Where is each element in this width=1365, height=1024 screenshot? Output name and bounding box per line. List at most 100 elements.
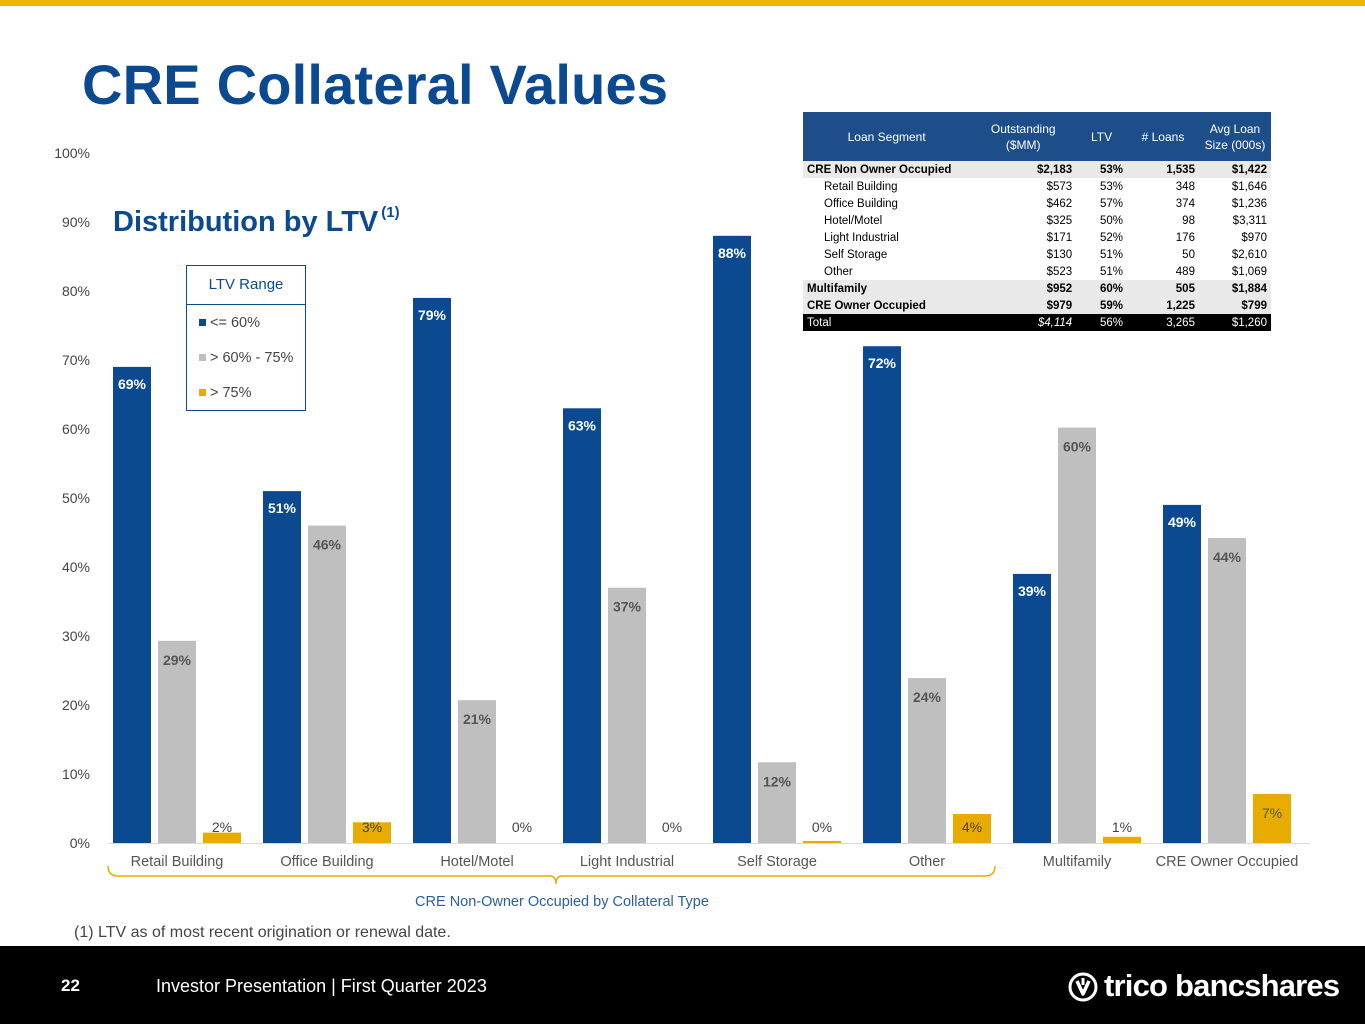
x-tick-label: Multifamily (1043, 854, 1112, 870)
table-cell: $1,884 (1198, 280, 1271, 297)
table-cell: 57% (1099, 197, 1123, 210)
data-label: 69% (118, 376, 147, 392)
data-label: 72% (868, 355, 897, 371)
footnote: (1) LTV as of most recent origination or… (74, 924, 451, 941)
y-tick-label: 80% (62, 283, 90, 299)
footer-bar (0, 946, 1365, 1024)
data-label: 3% (362, 819, 382, 835)
loan-segment-table: Loan Segment Outstanding ($MM) LTV # Loa… (803, 112, 1271, 331)
top-accent-bar (0, 0, 1365, 6)
x-tick-label: CRE Owner Occupied (1156, 854, 1299, 870)
chart-legend: LTV Range <= 60% > 60% - 75% > 75% (186, 265, 306, 411)
bar-60-75 (908, 678, 946, 843)
table-cell: 51% (1099, 265, 1123, 278)
legend-swatch-gold (199, 389, 206, 396)
table-cell: $462 (1046, 197, 1073, 210)
table-header-row: Loan Segment Outstanding ($MM) LTV # Loa… (803, 112, 1271, 161)
table-cell: 489 (1175, 265, 1195, 278)
table-cell: 50% (1099, 214, 1123, 227)
y-tick-label: 40% (62, 559, 90, 575)
table-cell: $799 (1198, 297, 1271, 314)
legend-title: LTV Range (187, 266, 305, 305)
table-cell: $573 (1046, 180, 1073, 193)
table-cell: $171 (1046, 231, 1073, 244)
table-header-cell: Outstanding ($MM) (970, 112, 1077, 161)
y-tick-label: 50% (62, 490, 90, 506)
y-tick-label: 10% (62, 766, 90, 782)
data-label: 88% (718, 245, 747, 261)
logo-text: trico bancshares (1104, 968, 1340, 1003)
bar-gt-75 (353, 822, 391, 843)
table-row: Office Building $462 57% 374 $1,236 (803, 195, 1271, 212)
table-cell: $3,311 (1232, 214, 1267, 227)
table-cell: 52% (1099, 231, 1123, 244)
legend-item-le-60: <= 60% (199, 315, 260, 331)
table-cell: $2,183 (970, 161, 1077, 178)
x-tick-label: Other (909, 854, 945, 870)
footer-text: Investor Presentation | First Quarter 20… (156, 976, 487, 996)
y-tick-label: 20% (62, 697, 90, 713)
data-label: 37% (613, 599, 642, 615)
ltv-bar-chart: 0% 10% 20% 30% 40% 50% 60% 70% 80% 90% 100% 69% 51% 7… (54, 145, 1310, 910)
table-row: Total $4,114 56% 3,265 $1,260 (803, 314, 1271, 331)
table-cell: 374 (1175, 197, 1195, 210)
bar-le-60 (1013, 573, 1051, 843)
table-row: Hotel/Motel $325 50% 98 $3,311 (803, 212, 1271, 229)
table-cell: 505 (1126, 280, 1199, 297)
table-cell: CRE Owner Occupied (803, 297, 971, 314)
table-cell: Retail Building (824, 180, 898, 193)
table-row: Multifamily $952 60% 505 $1,884 (803, 280, 1271, 297)
table-cell: $952 (970, 280, 1077, 297)
legend-swatch-blue (199, 319, 206, 326)
table-row: Other $523 51% 489 $1,069 (803, 263, 1271, 280)
data-label: 21% (463, 711, 492, 727)
bar-le-60 (863, 346, 901, 843)
bar-60-75 (758, 762, 796, 843)
table-cell: Multifamily (803, 280, 971, 297)
table-cell: $130 (1046, 248, 1073, 261)
table-row: Retail Building $573 53% 348 $1,646 (803, 178, 1271, 195)
bar-60-75 (1058, 427, 1096, 843)
x-tick-label: Light Industrial (580, 854, 674, 870)
bar-le-60 (113, 366, 151, 843)
table-cell: $1,236 (1231, 197, 1267, 210)
data-label: 46% (313, 537, 342, 553)
table-cell: Office Building (824, 197, 898, 210)
company-logo: trico bancshares (1068, 968, 1340, 1004)
table-cell: $2,610 (1231, 248, 1267, 261)
x-tick-label: Retail Building (131, 854, 224, 870)
table-row: Light Industrial $171 52% 176 $970 (803, 229, 1271, 246)
table-cell: CRE Non Owner Occupied (803, 161, 971, 178)
table-cell: 53% (1076, 161, 1127, 178)
y-tick-label: 70% (62, 352, 90, 368)
bar-le-60 (263, 491, 301, 843)
legend-swatch-gray (199, 354, 206, 361)
legend-label: > 75% (210, 385, 252, 401)
data-label: 39% (1018, 583, 1047, 599)
legend-label: <= 60% (210, 315, 260, 331)
table-cell: $970 (1241, 231, 1267, 244)
data-label: 1% (1112, 819, 1132, 835)
x-tick-label: Hotel/Motel (440, 854, 513, 870)
table-body: CRE Non Owner Occupied $2,183 53% 1,535 $1,4… (803, 161, 1271, 331)
table-cell: 3,265 (1126, 314, 1199, 331)
bar-60-75 (1208, 538, 1246, 843)
x-tick-label: Self Storage (737, 854, 817, 870)
table-cell: 56% (1076, 314, 1127, 331)
data-label: 44% (1213, 549, 1242, 565)
bar-60-75 (608, 587, 646, 843)
page-title: CRE Collateral Values (82, 53, 669, 116)
legend-item-60-75: > 60% - 75% (199, 350, 293, 366)
bar-le-60 (713, 235, 751, 844)
bar-gt-75 (1253, 794, 1291, 843)
y-tick-label: 60% (62, 421, 90, 437)
bar-le-60 (413, 297, 451, 843)
table-cell: Other (824, 265, 853, 278)
table-cell: Light Industrial (824, 231, 899, 244)
chart-subtitle: Distribution by LTV (1) (113, 204, 400, 239)
bracket-label: CRE Non-Owner Occupied by Collateral Typ… (415, 894, 709, 910)
bar-le-60 (1163, 504, 1201, 843)
legend-label: > 60% - 75% (210, 350, 294, 366)
y-tick-label: 100% (54, 145, 90, 161)
table-cell: 53% (1099, 180, 1123, 193)
